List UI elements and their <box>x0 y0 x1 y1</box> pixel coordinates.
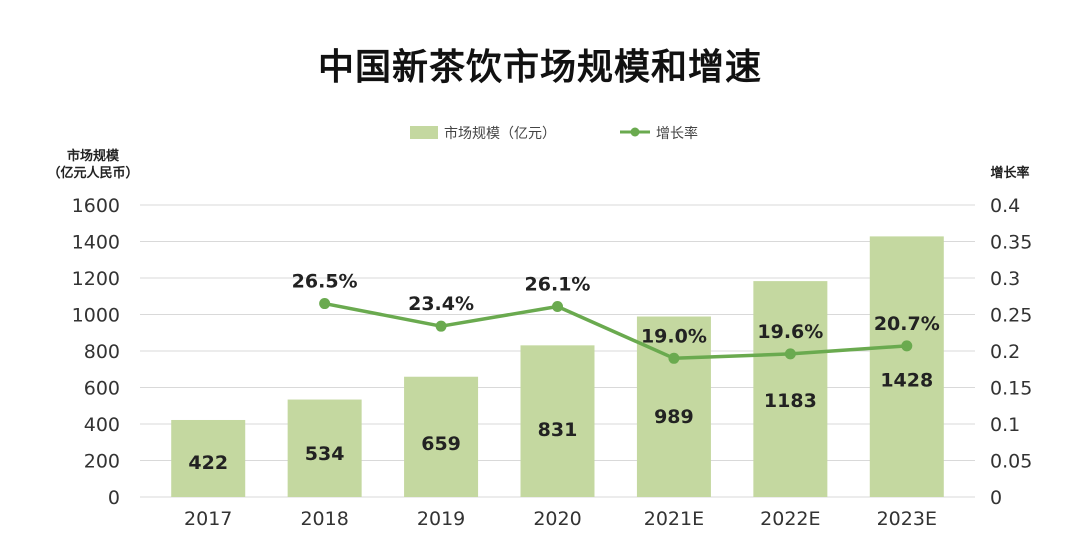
right-tick-label: 0.2 <box>990 341 1020 363</box>
right-tick-label: 0.1 <box>990 414 1020 436</box>
bar-series: 422 534 659 831 989 1183 1428 <box>171 236 944 497</box>
bar-value-label: 831 <box>538 419 578 441</box>
legend-line-marker <box>630 127 640 137</box>
growth-point-label: 26.1% <box>525 273 591 295</box>
right-tick-label: 0.3 <box>990 268 1020 290</box>
growth-point <box>901 340 913 352</box>
left-tick-label: 400 <box>84 414 120 436</box>
bar <box>753 281 828 497</box>
x-tick-label: 2017 <box>184 508 232 530</box>
x-tick-label: 2023E <box>877 508 937 530</box>
right-tick-label: 0.35 <box>990 232 1032 254</box>
growth-point-label: 26.5% <box>292 271 358 293</box>
legend: 市场规模（亿元） 增长率 <box>410 125 698 142</box>
legend-bar-swatch <box>410 126 438 139</box>
growth-point-label: 19.6% <box>757 321 823 343</box>
growth-point <box>668 352 680 364</box>
right-axis-title: 增长率 <box>990 165 1029 181</box>
right-axis-ticks: 0 0.05 0.1 0.15 0.2 0.25 0.3 0.35 0.4 <box>990 195 1032 509</box>
left-tick-label: 1400 <box>72 232 120 254</box>
left-axis-title-line2: （亿元人民币） <box>47 165 138 181</box>
bar <box>287 399 362 497</box>
x-tick-label: 2022E <box>760 508 820 530</box>
bar-value-label: 422 <box>188 452 228 474</box>
bar <box>171 419 246 497</box>
bar-value-label: 534 <box>305 443 345 465</box>
line-series: 26.5% 23.4% 26.1% 19.0% 19.6% 20.7% <box>292 271 940 364</box>
bar <box>869 236 944 497</box>
growth-point <box>784 348 796 360</box>
left-tick-label: 200 <box>84 451 120 473</box>
x-tick-label: 2018 <box>300 508 348 530</box>
right-tick-label: 0.25 <box>990 305 1032 327</box>
x-tick-label: 2021E <box>644 508 704 530</box>
left-tick-label: 800 <box>84 341 120 363</box>
bar-value-label: 1428 <box>880 370 933 392</box>
x-tick-label: 2020 <box>533 508 581 530</box>
x-tick-label: 2019 <box>417 508 465 530</box>
bar-value-label: 1183 <box>764 390 817 412</box>
growth-line <box>324 301 907 361</box>
legend-bar-label: 市场规模（亿元） <box>444 125 556 142</box>
bar <box>404 376 479 497</box>
left-tick-label: 1200 <box>72 268 120 290</box>
growth-point-label: 20.7% <box>874 313 940 335</box>
bar-value-label: 659 <box>421 433 461 455</box>
left-tick-label: 0 <box>108 487 120 509</box>
legend-line-label: 增长率 <box>656 125 698 142</box>
bar-value-label: 989 <box>654 406 694 428</box>
growth-point <box>552 300 563 312</box>
left-axis-ticks: 0 200 400 600 800 1000 1200 1400 1600 <box>72 195 120 509</box>
growth-point <box>319 298 331 310</box>
right-tick-label: 0.05 <box>990 451 1032 473</box>
growth-point-label: 19.0% <box>641 325 707 347</box>
left-tick-label: 1600 <box>72 195 120 217</box>
left-tick-label: 600 <box>84 378 120 400</box>
x-axis-ticks: 2017 2018 2019 2020 2021E 2022E 2023E <box>184 508 937 530</box>
left-axis-title-line1: 市场规模 <box>67 148 120 164</box>
right-tick-label: 0.4 <box>990 195 1020 217</box>
chart-title: 中国新茶饮市场规模和增速 <box>317 47 762 88</box>
growth-point <box>435 320 447 332</box>
right-tick-label: 0 <box>990 487 1002 509</box>
right-tick-label: 0.15 <box>990 378 1032 400</box>
growth-point-label: 23.4% <box>408 293 474 315</box>
left-tick-label: 1000 <box>72 305 120 327</box>
bar <box>520 345 595 497</box>
